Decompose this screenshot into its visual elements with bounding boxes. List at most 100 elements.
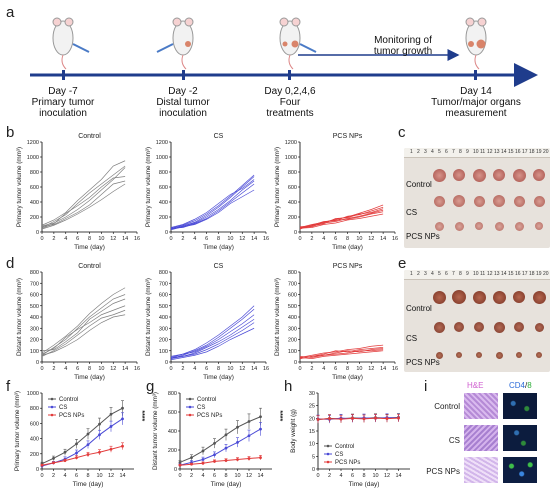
ruler-number: 10 [473, 271, 479, 277]
x-tick-label: 8 [224, 473, 227, 479]
ruler-number: 6 [445, 271, 448, 277]
x-tick-label: 12 [246, 473, 252, 479]
ruler-number: 7 [452, 271, 455, 277]
x-tick-label: 16 [392, 236, 398, 242]
ruler-number: 4 [431, 149, 434, 155]
y-axis-label: Primary tumor volume (mm³) [16, 147, 23, 227]
y-tick-label: 1000 [27, 391, 39, 397]
data-point [40, 463, 44, 467]
y-axis-label: Distant tumor volume (mm³) [16, 278, 23, 356]
x-tick-label: 6 [76, 366, 79, 372]
ruler-number: 8 [459, 149, 462, 155]
tumor-sample [514, 221, 524, 231]
data-point [247, 420, 251, 423]
his-row-cs: CS [448, 436, 460, 445]
y-tick-label: 500 [159, 304, 168, 310]
x-tick-label: 12 [239, 236, 245, 242]
tumor-sample [435, 351, 443, 359]
panel-d-letter: d [6, 255, 15, 272]
data-point [190, 462, 193, 466]
y-tick-label: 0 [36, 230, 39, 236]
y-tick-label: 0 [294, 360, 297, 366]
his-col-cd: CD4/8 [509, 381, 532, 390]
legend-label: Control [197, 397, 216, 403]
x-tick-label: 2 [328, 473, 331, 479]
y-tick-label: 20 [309, 416, 315, 422]
x-tick-label: 8 [88, 236, 91, 242]
series-line [170, 180, 255, 231]
tumor-sample [452, 290, 466, 304]
ruler-number: 19 [536, 149, 542, 155]
series-line [41, 407, 123, 465]
x-tick-label: 8 [346, 366, 349, 372]
series-line [299, 350, 384, 359]
data-point [201, 449, 205, 453]
tumor-sample [493, 169, 505, 181]
data-point [75, 451, 78, 455]
ruler-number: 5 [438, 149, 441, 155]
x-tick-label: 0 [169, 366, 172, 372]
data-point [213, 453, 216, 457]
x-tick-label: 4 [193, 366, 196, 372]
x-tick-label: 2 [310, 366, 313, 372]
ruler-number: 2 [417, 149, 420, 155]
x-tick-label: 12 [239, 366, 245, 372]
x-tick-label: 12 [368, 236, 374, 242]
x-tick-label: 10 [98, 236, 104, 242]
ruler-number: 20 [543, 271, 549, 277]
data-point [259, 415, 262, 419]
panel-a-letter: a [6, 4, 15, 21]
data-point [397, 416, 400, 420]
y-tick-label: 200 [30, 338, 39, 344]
legend-marker [50, 405, 54, 409]
series-line [41, 445, 123, 466]
photo-c-tumors: 1 2 3 4 5 6 7 8 9 10 11 12 13 14 15 16 17 18 19 20 Control … [404, 148, 550, 248]
ruler-number: 9 [466, 149, 469, 155]
y-tick-label: 100 [30, 349, 39, 355]
x-tick-label: 16 [263, 366, 269, 372]
ruler-number: 16 [515, 271, 521, 277]
y-tick-label: 200 [30, 452, 39, 458]
data-point [316, 417, 320, 421]
y-tick-label: 600 [159, 185, 168, 191]
legend-label: Control [59, 397, 78, 403]
y-tick-label: 800 [30, 170, 39, 176]
x-tick-label: 0 [298, 236, 301, 242]
ruler-number: 18 [529, 149, 535, 155]
y-tick-label: 800 [168, 391, 177, 397]
legend-marker [188, 397, 192, 401]
x-tick-label: 6 [205, 236, 208, 242]
tumor-sample [432, 168, 446, 182]
data-point [236, 441, 239, 444]
y-tick-label: 600 [288, 185, 297, 191]
chart-title: PCS NPs [333, 133, 363, 140]
x-tick-label: 14 [251, 236, 257, 242]
ruler-number: 13 [494, 149, 500, 155]
ruler-number: 18 [529, 271, 535, 277]
y-tick-label: 0 [312, 467, 315, 473]
tick-marks [62, 70, 477, 80]
he-image-pcs [464, 457, 498, 483]
x-tick-label: 4 [193, 236, 196, 242]
he-image-control [464, 393, 498, 419]
photo-e-label-cs: CS [406, 334, 418, 343]
ruler-number: 16 [515, 149, 521, 155]
x-tick-label: 0 [40, 236, 43, 242]
legend-marker [326, 444, 330, 448]
x-tick-label: 6 [334, 366, 337, 372]
tumor-sample [493, 321, 505, 333]
legend-label: PCS NPs [335, 460, 360, 466]
y-tick-label: 1200 [285, 140, 297, 146]
x-tick-label: 10 [356, 366, 362, 372]
series-line [299, 213, 384, 229]
series-line [299, 209, 384, 230]
series-line [41, 287, 126, 354]
y-tick-label: 600 [288, 293, 297, 299]
ruler-number: 6 [445, 149, 448, 155]
series-line [299, 344, 384, 358]
tumor-sample [476, 352, 482, 358]
y-tick-label: 800 [159, 170, 168, 176]
series-line [299, 208, 384, 228]
panel-g-letter: g [146, 378, 155, 395]
series-line [41, 180, 126, 228]
